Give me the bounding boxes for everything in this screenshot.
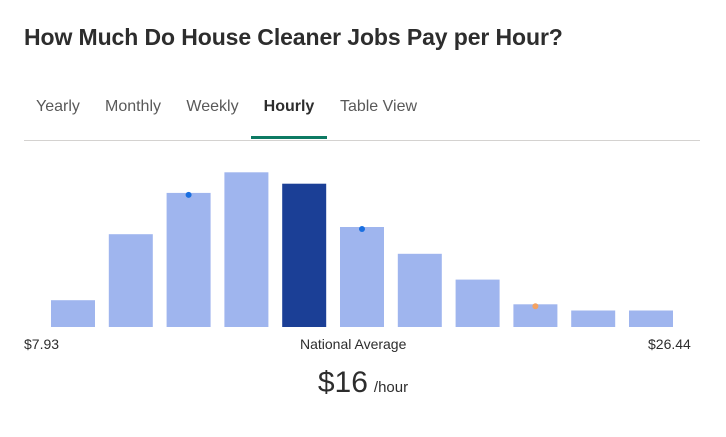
x-max-label: $26.44 (648, 336, 691, 352)
marker-dot-orange (532, 303, 539, 310)
histogram-bar (629, 310, 673, 327)
marker-dot-blue (359, 226, 365, 232)
histogram-bar (513, 304, 558, 327)
x-min-label: $7.93 (24, 336, 60, 352)
average-amount: $16 (317, 366, 368, 399)
histogram-bar (224, 172, 269, 327)
average-unit: /hour (373, 379, 409, 396)
tab-weekly[interactable]: Weekly (186, 98, 239, 115)
tab-monthly[interactable]: Monthly (104, 98, 162, 115)
histogram-bar (282, 183, 327, 327)
tab-hourly[interactable]: Hourly (251, 88, 327, 139)
x-mid-label: National Average (300, 336, 407, 352)
tab-yearly[interactable]: Yearly (36, 98, 80, 115)
tab-table-view[interactable]: Table View (339, 98, 418, 115)
salary-distribution-chart (51, 172, 673, 327)
pay-period-tabs: Yearly Monthly Weekly Hourly Table View (24, 88, 700, 141)
histogram-bar (397, 253, 442, 327)
histogram-bar (51, 300, 95, 327)
histogram-bar (340, 227, 384, 327)
histogram-bar (108, 234, 153, 327)
marker-dot-blue (185, 191, 192, 198)
histogram-bar (571, 310, 616, 327)
histogram-bar (166, 192, 211, 327)
average-pay: $16/hour (0, 366, 726, 400)
histogram-bar (455, 279, 500, 327)
page-title: How Much Do House Cleaner Jobs Pay per H… (24, 24, 563, 50)
